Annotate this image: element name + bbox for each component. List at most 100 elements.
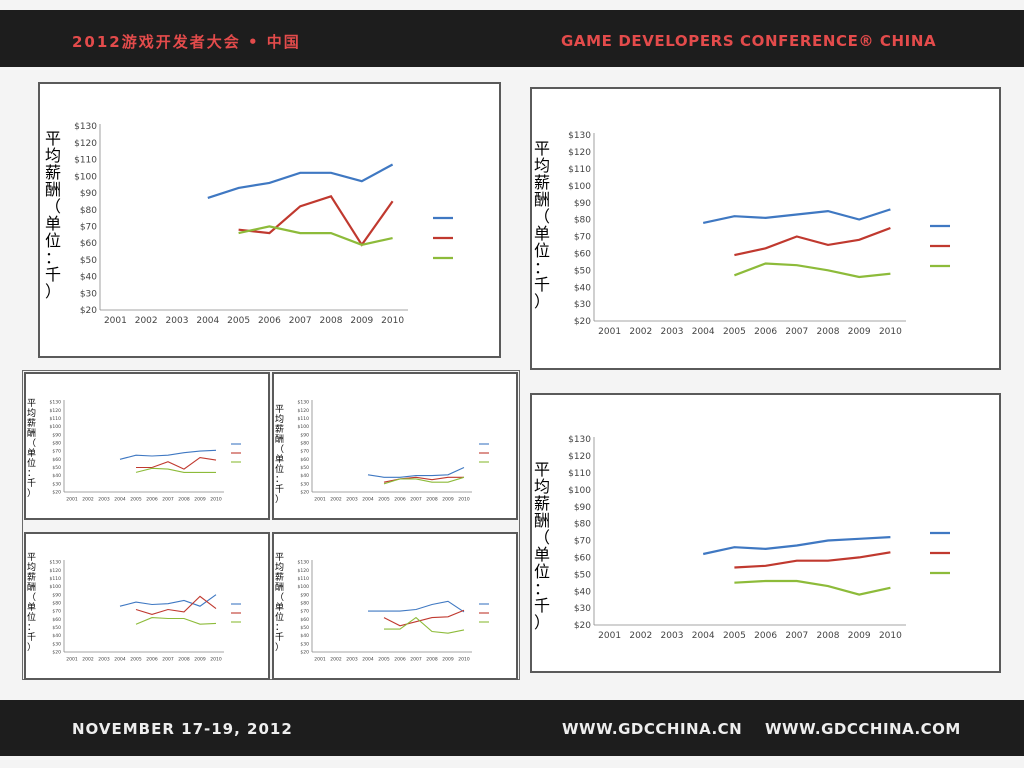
x-tick-label: 2010	[879, 327, 902, 337]
y-axis-label-zh-char: ）	[534, 292, 550, 311]
y-tick-label: $130	[568, 131, 591, 141]
y-axis-label-zh-char: ）	[275, 642, 284, 653]
y-axis-label-zh-char: 薪	[27, 571, 36, 583]
y-axis-label-zh-char: 平	[27, 398, 36, 409]
chart-panel-business: $20 $30 $40 $50 $60 $70 $80 $90 $100 $110 $120 $130…	[38, 82, 501, 358]
series-line-canada	[135, 595, 217, 615]
chart-panel-art: $20 $30 $40 $50 $60 $70 $80 $90 $100 $110 $120 $130…	[530, 393, 1001, 673]
series-line-canada	[734, 226, 891, 257]
y-axis-label-zh-char: 位	[45, 231, 61, 250]
y-axis-label-zh-char: 单	[27, 601, 36, 613]
y-tick-label: $60	[52, 617, 61, 623]
x-tick-label: 2010	[879, 631, 902, 641]
chart-panel-production: $20 $30 $40 $50 $60 $70 $80 $90 $100 $110 $120 $130…	[24, 532, 270, 680]
x-tick-label: 2007	[785, 327, 808, 337]
y-tick-label: $120	[568, 148, 591, 158]
y-axis-label-zh-char: 单	[275, 453, 284, 465]
y-tick-label: $130	[50, 560, 62, 566]
footer-dates: NOVEMBER 17-19, 2012	[72, 720, 293, 738]
x-tick-label: 2002	[629, 327, 652, 337]
x-tick-label: 2009	[848, 327, 871, 337]
chart-production: $20 $30 $40 $50 $60 $70 $80 $90 $100 $110 $120 $130…	[27, 552, 241, 663]
series-line-us	[702, 208, 891, 224]
y-axis-label-zh-char: 酬	[45, 180, 61, 199]
y-axis-label-zh-char: ：	[534, 258, 550, 277]
y-tick-label: $80	[80, 206, 97, 216]
y-tick-label: $90	[52, 432, 61, 438]
y-axis-label-zh-char: 薪	[45, 163, 61, 182]
y-tick-label: $90	[80, 189, 97, 199]
x-tick-label: 2006	[146, 497, 158, 503]
chart-audio: $20 $30 $40 $50 $60 $70 $80 $90 $100 $110 $120 $130…	[275, 552, 489, 663]
y-tick-label: $40	[574, 283, 591, 293]
y-tick-label: $130	[50, 400, 62, 406]
x-tick-label: 2006	[394, 657, 406, 663]
y-tick-label: $80	[52, 440, 61, 446]
y-axis-label-zh-char: ）	[534, 613, 550, 632]
series-line-europe	[734, 262, 891, 279]
x-tick-label: 2010	[210, 657, 222, 663]
y-axis-label-zh-char: 均	[275, 413, 284, 425]
y-axis-label-zh-char: 平	[534, 460, 550, 479]
series-line-europe	[384, 616, 465, 634]
y-tick-label: $30	[300, 641, 309, 647]
x-tick-label: 2008	[178, 657, 190, 663]
header-band: 2012游戏开发者大会 • 中国 GAME DEVELOPERS CONFERE…	[0, 10, 1024, 67]
y-tick-label: $100	[50, 424, 62, 430]
y-axis-label-zh-char: ：	[275, 475, 284, 485]
y-axis-label-zh-char: 酬	[27, 428, 36, 439]
x-tick-label: 2002	[82, 497, 94, 503]
chart-game-design: $20 $30 $40 $50 $60 $70 $80 $90 $100 $110 $120 $130…	[27, 398, 241, 503]
y-tick-label: $90	[300, 432, 309, 438]
x-tick-label: 2005	[378, 657, 390, 663]
x-tick-label: 2009	[194, 497, 206, 503]
chart-panel-qa: $20 $30 $40 $50 $60 $70 $80 $90 $100 $110 $120 $130…	[272, 372, 518, 520]
y-tick-label: $130	[298, 560, 310, 566]
y-tick-label: $80	[574, 216, 591, 226]
y-tick-label: $50	[574, 570, 591, 580]
y-tick-label: $30	[80, 289, 97, 299]
y-tick-label: $70	[574, 233, 591, 243]
y-axis-label-zh-char: 酬	[534, 190, 550, 209]
y-axis-label-zh-char: 均	[275, 561, 284, 573]
x-tick-label: 2005	[378, 497, 390, 503]
y-axis-label-zh-char: 平	[45, 129, 61, 148]
x-tick-label: 2010	[210, 497, 222, 503]
footer-site-com: WWW.GDCCHINA.COM	[765, 720, 961, 738]
x-tick-label: 2006	[754, 631, 777, 641]
y-axis-label-zh-char: ：	[275, 623, 284, 633]
x-tick-label: 2009	[194, 657, 206, 663]
footer-band: NOVEMBER 17-19, 2012 WWW.GDCCHINA.CN WWW…	[0, 700, 1024, 756]
y-tick-label: $80	[574, 520, 591, 530]
y-axis-label-zh-char: 位	[534, 241, 550, 260]
series-line-us	[207, 163, 394, 199]
y-axis-label-zh-char: 位	[275, 463, 284, 475]
y-axis-label-zh-char: 平	[534, 139, 550, 158]
y-tick-label: $20	[52, 490, 61, 496]
y-axis-label-zh-char: 单	[275, 601, 284, 613]
y-tick-label: $30	[574, 604, 591, 614]
y-tick-label: $30	[52, 481, 61, 487]
x-tick-label: 2006	[258, 316, 281, 326]
y-tick-label: $40	[52, 633, 61, 639]
x-tick-label: 2007	[410, 657, 422, 663]
x-tick-label: 2009	[442, 497, 454, 503]
y-tick-label: $90	[52, 592, 61, 598]
y-tick-label: $100	[298, 584, 310, 590]
y-axis-label-zh-char: ）	[27, 642, 36, 653]
y-axis-label-zh-char: 千	[27, 632, 36, 643]
y-tick-label: $60	[80, 239, 97, 249]
y-tick-label: $110	[50, 416, 62, 422]
y-axis-label-zh-char: 单	[534, 545, 550, 564]
y-tick-label: $70	[52, 609, 61, 615]
y-tick-label: $40	[574, 587, 591, 597]
y-axis-label-zh-char: （	[27, 592, 36, 603]
y-tick-label: $110	[298, 576, 310, 582]
x-tick-label: 2008	[178, 497, 190, 503]
x-tick-label: 2006	[394, 497, 406, 503]
y-tick-label: $110	[568, 165, 591, 175]
y-tick-label: $100	[74, 172, 97, 182]
y-axis-label-zh-char: 千	[275, 632, 284, 643]
y-axis-label-zh-char: ：	[27, 623, 36, 633]
x-tick-label: 2005	[723, 327, 746, 337]
